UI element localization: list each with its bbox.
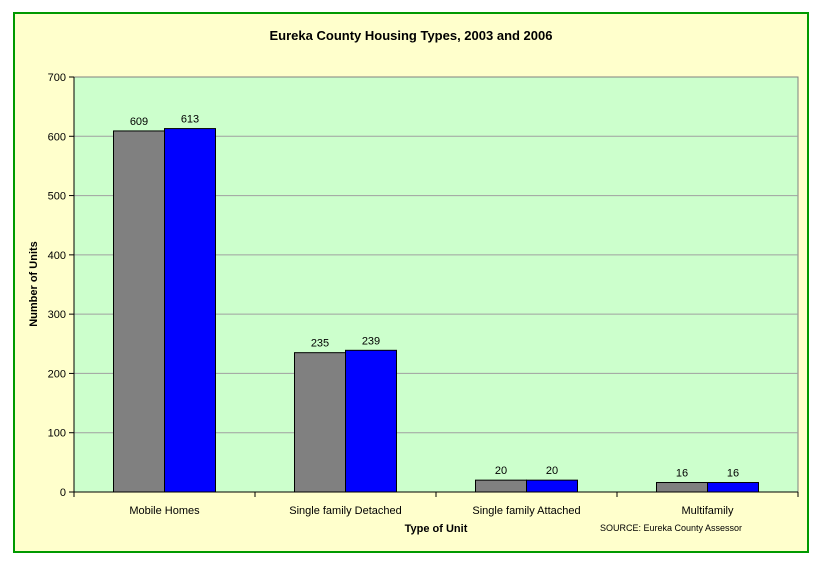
bar-0-1 — [164, 128, 216, 493]
axes: 0 100 200 300 400 500 600 700 Mobile Homes Single… — [48, 72, 799, 517]
x-tick-label: Multifamily — [682, 505, 734, 517]
x-tick-label: Single family Attached — [472, 505, 580, 517]
source-note: SOURCE: Eureka County Assessor — [600, 523, 742, 533]
bar-0-0 — [113, 130, 165, 493]
bar-2-0 — [475, 479, 527, 493]
y-tick-label: 200 — [48, 368, 66, 380]
y-tick-label: 500 — [48, 191, 66, 203]
data-label: 20 — [546, 465, 558, 477]
x-axis-title: Type of Unit — [405, 523, 468, 535]
y-tick-label: 700 — [48, 72, 66, 84]
bar-1-1 — [345, 349, 397, 493]
bar-2-1 — [526, 479, 578, 493]
data-label: 20 — [495, 465, 507, 477]
data-label: 239 — [362, 335, 380, 347]
y-tick-label: 400 — [48, 250, 66, 262]
data-label: 609 — [130, 116, 148, 128]
bars — [113, 128, 759, 493]
data-label: 16 — [727, 468, 739, 480]
y-axis-title: Number of Units — [28, 241, 40, 327]
bar-3-0 — [656, 482, 708, 493]
y-tick-label: 600 — [48, 131, 66, 143]
data-label: 235 — [311, 338, 329, 350]
data-label: 613 — [181, 114, 199, 126]
chart-title: Eureka County Housing Types, 2003 and 20… — [270, 28, 553, 43]
x-tick-label: Single family Detached — [289, 505, 402, 517]
bar-3-1 — [707, 482, 759, 493]
y-tick-label: 300 — [48, 309, 66, 321]
bar-1-0 — [294, 352, 346, 493]
y-tick-label: 100 — [48, 428, 66, 440]
y-tick-label: 0 — [60, 487, 66, 499]
data-label: 16 — [676, 468, 688, 480]
x-tick-label: Mobile Homes — [129, 505, 200, 517]
data-labels: 609 613 235 239 20 20 16 16 — [130, 114, 739, 480]
